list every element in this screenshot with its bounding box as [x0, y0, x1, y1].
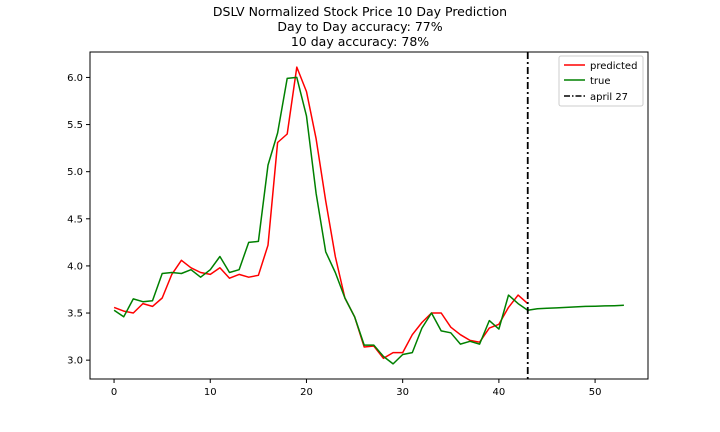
x-tick-label: 30: [396, 387, 409, 398]
x-tick-label: 20: [300, 387, 313, 398]
subtitle-line: Day to Day accuracy: 77%: [277, 19, 443, 34]
legend-box: [558, 55, 644, 107]
x-tick-label: 40: [493, 387, 506, 398]
y-tick-label: 3.0: [67, 356, 83, 367]
series-line-true: [113, 76, 624, 365]
legend-label-true: true: [590, 76, 611, 87]
subtitle-line: 10 day accuracy: 78%: [290, 34, 430, 49]
y-tick-label: 5.5: [67, 120, 83, 131]
chart-title: DSLV Normalized Stock Price 10 Day Predi…: [0, 4, 720, 49]
legend-label-predicted: predicted: [590, 61, 637, 72]
axes-frame: [89, 51, 649, 380]
legend-label-april-27: april 27: [590, 92, 628, 103]
plot-area: [113, 52, 624, 379]
y-tick-label: 4.5: [67, 214, 83, 225]
x-tick-label: 0: [111, 387, 117, 398]
axis-ticks: 0 10 20 30 40 50 3.0 3.5 4.0 4.5 5.0 5.5 6.0: [67, 73, 601, 398]
y-tick-label: 6.0: [67, 73, 83, 84]
title-line: DSLV Normalized Stock Price 10 Day Predi…: [212, 4, 508, 19]
y-tick-label: 4.0: [67, 261, 83, 272]
x-tick-label: 10: [204, 387, 217, 398]
legend: predicted true april 27: [558, 55, 644, 107]
series-line-predicted: [113, 66, 529, 360]
x-tick-label: 50: [589, 387, 602, 398]
y-tick-label: 3.5: [67, 309, 83, 320]
y-tick-label: 5.0: [67, 167, 83, 178]
